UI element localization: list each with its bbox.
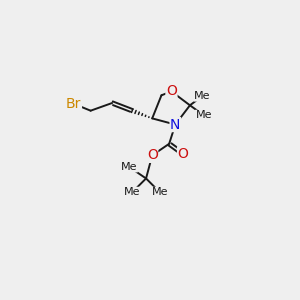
- Text: N: N: [170, 118, 181, 131]
- Text: Br: Br: [66, 97, 81, 111]
- Text: O: O: [147, 148, 158, 162]
- Text: O: O: [166, 84, 177, 98]
- Text: Me: Me: [121, 162, 137, 172]
- Text: Me: Me: [124, 187, 140, 197]
- Text: Me: Me: [194, 91, 211, 101]
- Text: Me: Me: [152, 187, 168, 197]
- Text: O: O: [178, 147, 188, 161]
- Text: Me: Me: [196, 110, 212, 120]
